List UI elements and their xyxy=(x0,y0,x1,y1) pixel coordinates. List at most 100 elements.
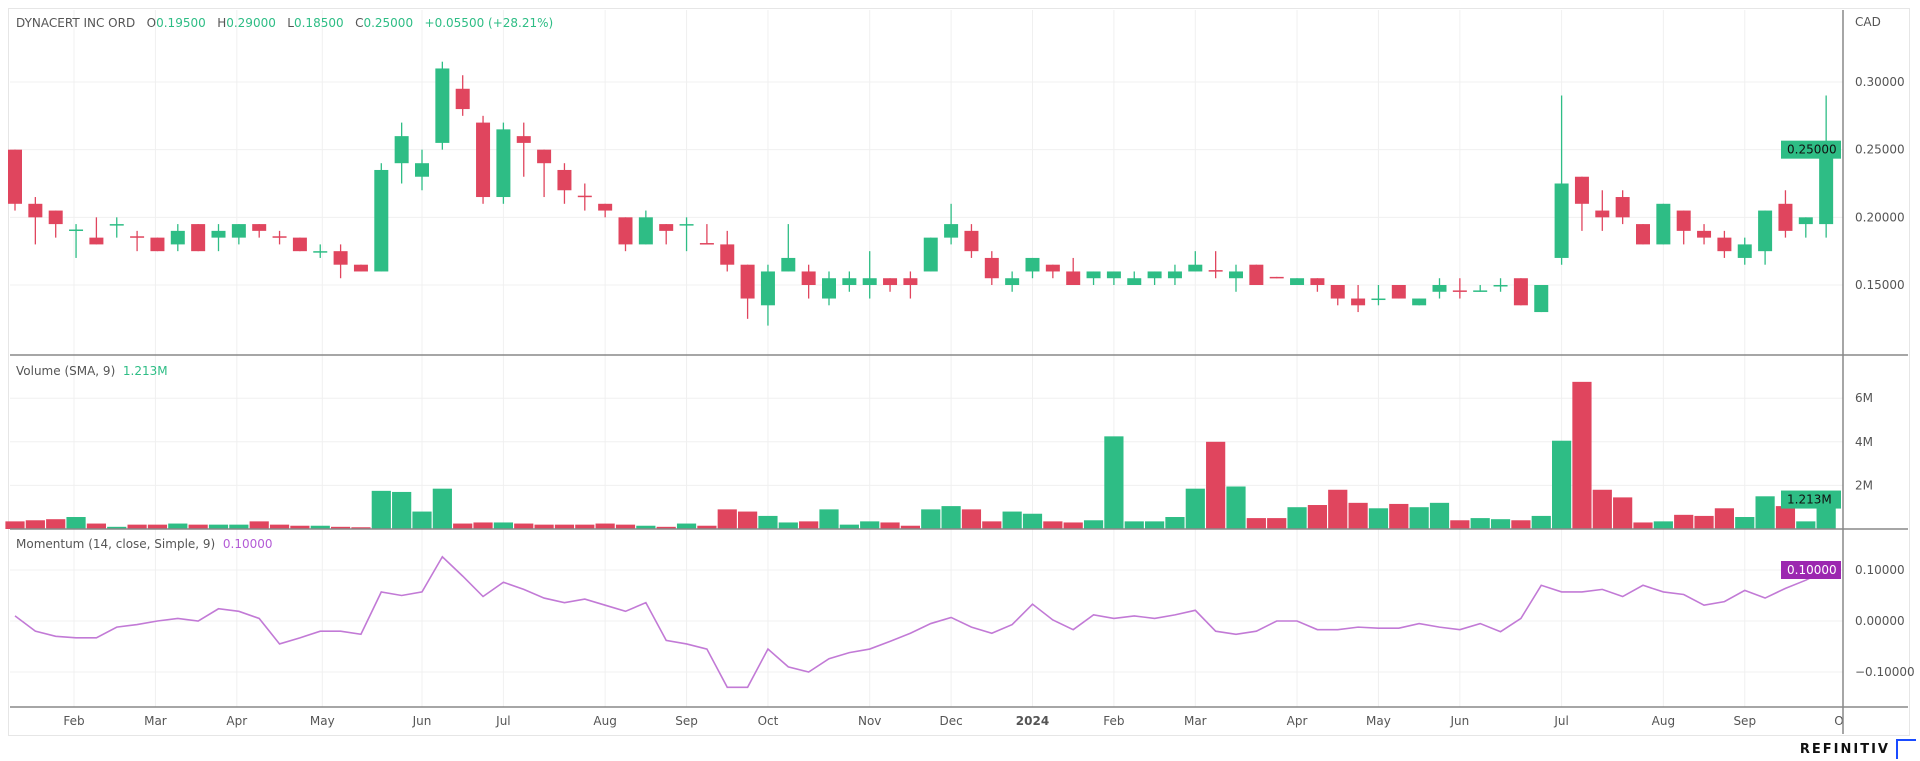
price-legend: DYNACERT INC ORD O0.19500 H0.29000 L0.18… xyxy=(16,16,553,30)
candle-body xyxy=(1167,271,1182,279)
symbol-name: DYNACERT INC ORD xyxy=(16,16,136,30)
volume-bar xyxy=(493,522,513,529)
candle-body xyxy=(1737,244,1752,258)
price-tick-label: 0.20000 xyxy=(1855,210,1905,224)
candle-body xyxy=(842,278,857,285)
candle-body xyxy=(1676,210,1691,231)
volume-last-label: 1.213M xyxy=(1787,493,1832,507)
volume-bar xyxy=(412,511,432,529)
price-last-badge xyxy=(1781,140,1841,159)
candle-body xyxy=(822,278,836,299)
volume-bar xyxy=(1389,503,1409,529)
x-tick-label: Jul xyxy=(1553,714,1568,728)
volume-bar xyxy=(147,524,168,529)
volume-bar xyxy=(1022,513,1043,529)
momentum-value: 0.10000 xyxy=(222,537,273,551)
high-label: H xyxy=(217,16,227,30)
volume-bar xyxy=(5,521,25,529)
volume-bar xyxy=(860,521,880,529)
volume-bar xyxy=(575,524,595,529)
volume-bar xyxy=(636,525,656,529)
open-value: 0.19500 xyxy=(156,16,206,30)
refinitiv-logo-text: REFINITIV xyxy=(1799,742,1890,757)
x-tick-label: Feb xyxy=(63,714,84,728)
candle-body xyxy=(1452,290,1467,292)
volume-bar xyxy=(1775,506,1796,529)
volume-bar xyxy=(1714,508,1734,529)
candle-body xyxy=(1351,298,1366,306)
candle-body xyxy=(1432,285,1447,292)
volume-bar xyxy=(473,522,493,529)
volume-bar xyxy=(921,509,941,529)
x-tick-label: May xyxy=(310,714,335,728)
candle-body xyxy=(1188,264,1203,272)
volume-bar xyxy=(1185,488,1205,529)
volume-bar xyxy=(738,511,758,529)
volume-tick-label: 2M xyxy=(1855,478,1873,492)
volume-bar xyxy=(1083,520,1104,529)
volume-bar xyxy=(839,524,859,529)
candle-body xyxy=(1290,278,1305,285)
candle-body xyxy=(476,122,491,198)
candle-body xyxy=(1208,270,1223,272)
volume-bar xyxy=(1552,440,1572,529)
volume-bar xyxy=(229,524,249,529)
candle-body xyxy=(598,203,613,211)
volume-bar xyxy=(1531,515,1551,529)
candle-body xyxy=(903,278,918,285)
volume-bar xyxy=(127,524,147,529)
candle-body xyxy=(923,237,938,272)
x-tick-label: Sep xyxy=(675,714,698,728)
volume-bar xyxy=(676,523,697,529)
candle-body xyxy=(252,224,267,231)
candle-body xyxy=(272,236,287,238)
volume-bar xyxy=(331,526,351,529)
candle-body xyxy=(1758,210,1773,252)
momentum-last-badge xyxy=(1781,561,1841,579)
close-value: 0.25000 xyxy=(363,16,414,30)
candle-body xyxy=(577,195,592,198)
candle-body xyxy=(1005,278,1020,285)
chart-frame xyxy=(8,8,1910,736)
candle-body xyxy=(1473,290,1488,292)
volume-bar xyxy=(1735,517,1755,529)
volume-bar xyxy=(1755,496,1775,529)
candle-body xyxy=(1819,149,1834,225)
x-tick-label: Aug xyxy=(593,714,616,728)
volume-bar xyxy=(107,526,127,529)
volume-bar xyxy=(1694,515,1714,529)
volume-bar xyxy=(1490,519,1511,529)
candle-body xyxy=(8,149,22,204)
candle-body xyxy=(231,224,246,238)
volume-bar xyxy=(1104,436,1124,529)
candle-body xyxy=(679,224,694,226)
candle-body xyxy=(516,136,531,143)
momentum-tick-label: 0.00000 xyxy=(1855,614,1905,628)
momentum-tick-label: 0.10000 xyxy=(1855,563,1905,577)
volume-bar xyxy=(1674,514,1694,529)
candle-body xyxy=(1412,298,1427,306)
candle-body xyxy=(1717,237,1732,252)
volume-legend: Volume (SMA, 9) 1.213M xyxy=(16,364,168,378)
candle-body xyxy=(415,163,429,177)
volume-bar xyxy=(1267,518,1287,529)
candle-body xyxy=(1066,271,1081,285)
momentum-last-label: 0.10000 xyxy=(1787,563,1837,577)
volume-bar xyxy=(656,526,676,529)
close-label: C xyxy=(355,16,364,30)
momentum-line xyxy=(14,555,1827,689)
price-last-label: 0.25000 xyxy=(1787,143,1837,157)
candle-body xyxy=(1554,183,1569,258)
candle-body xyxy=(1330,285,1345,299)
volume-bar xyxy=(1796,521,1816,529)
volume-bar xyxy=(249,521,269,529)
x-tick-label: Jun xyxy=(412,714,432,728)
candle-body xyxy=(537,149,552,164)
candle-body xyxy=(1147,271,1162,279)
candle-body xyxy=(1127,278,1142,285)
volume-bar xyxy=(1470,518,1490,529)
volume-bar xyxy=(1307,505,1327,529)
volume-bar xyxy=(554,524,575,529)
x-tick-label: Jul xyxy=(495,714,510,728)
